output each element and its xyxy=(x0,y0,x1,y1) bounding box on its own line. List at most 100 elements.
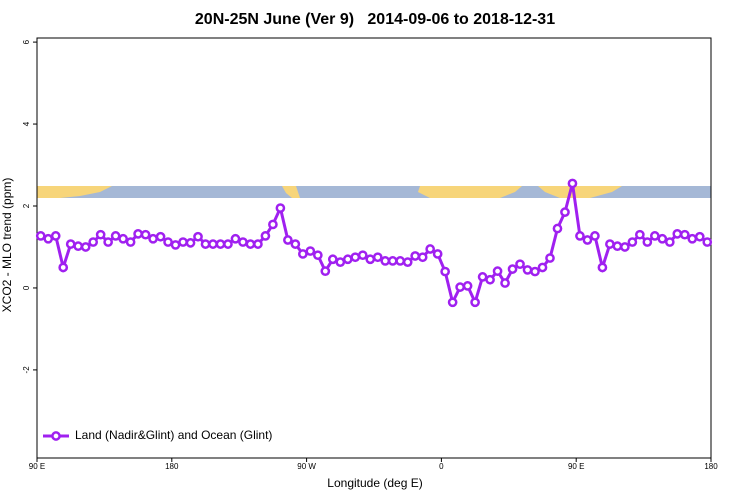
data-point xyxy=(178,237,188,247)
data-point xyxy=(672,229,683,239)
data-point xyxy=(365,254,376,265)
data-point xyxy=(455,282,465,292)
data-point xyxy=(410,251,421,261)
data-point xyxy=(110,231,121,241)
data-point xyxy=(530,266,540,277)
data-point xyxy=(305,246,316,256)
data-point xyxy=(372,252,383,263)
data-point xyxy=(155,231,166,242)
data-point xyxy=(200,239,211,249)
land-patch xyxy=(37,186,112,198)
data-point xyxy=(327,254,338,265)
data-point xyxy=(95,229,106,240)
data-point xyxy=(649,231,660,241)
data-point xyxy=(507,264,518,274)
data-point xyxy=(642,237,653,247)
data-point xyxy=(193,231,203,242)
data-point xyxy=(702,237,713,247)
x-tick-label: 180 xyxy=(165,462,179,471)
data-point xyxy=(35,231,46,241)
data-point xyxy=(80,242,91,252)
data-point xyxy=(500,278,510,288)
data-point xyxy=(43,233,54,244)
data-point xyxy=(268,219,278,230)
data-point xyxy=(425,244,436,254)
data-point xyxy=(312,250,323,261)
data-point xyxy=(560,207,570,217)
data-point xyxy=(417,252,428,263)
data-point xyxy=(694,231,705,242)
data-point xyxy=(380,256,391,266)
data-point xyxy=(223,239,233,249)
data-point xyxy=(245,239,256,249)
x-tick-label: 180 xyxy=(704,462,718,471)
x-tick-label: 90 E xyxy=(29,462,45,471)
data-point xyxy=(582,235,593,245)
data-point xyxy=(118,233,128,244)
data-point xyxy=(679,229,690,240)
data-point xyxy=(432,249,443,259)
data-point xyxy=(298,249,308,259)
data-point xyxy=(590,231,600,241)
data-point xyxy=(687,233,698,244)
y-tick-label: 6 xyxy=(22,39,31,44)
data-point xyxy=(185,238,196,248)
data-point xyxy=(552,223,563,234)
data-point xyxy=(283,235,293,245)
data-point xyxy=(597,262,608,273)
data-point xyxy=(335,257,346,267)
data-point xyxy=(395,256,406,266)
data-point xyxy=(485,274,495,285)
data-point xyxy=(635,229,645,240)
data-point xyxy=(522,265,533,275)
data-point xyxy=(447,297,458,308)
data-point xyxy=(657,233,668,244)
legend-label: Land (Nadir&Glint) and Ocean (Glint) xyxy=(75,428,272,442)
data-point xyxy=(402,257,413,267)
plot-frame xyxy=(36,37,712,459)
data-point xyxy=(140,229,151,240)
data-point xyxy=(275,203,286,213)
data-point xyxy=(567,178,578,189)
map-strip xyxy=(37,186,711,198)
land-patch xyxy=(282,186,300,198)
x-axis-label: Longitude (deg E) xyxy=(327,476,422,490)
data-point xyxy=(387,256,398,266)
data-point xyxy=(620,242,630,252)
legend-marker xyxy=(51,431,61,441)
data-point xyxy=(545,253,555,263)
data-point xyxy=(537,262,548,273)
data-point xyxy=(50,231,61,241)
data-point xyxy=(73,241,84,252)
data-point xyxy=(350,252,361,263)
data-point xyxy=(133,229,143,239)
data-point xyxy=(253,239,263,249)
data-point xyxy=(664,237,675,247)
data-point xyxy=(125,237,136,247)
data-point xyxy=(470,297,480,308)
x-tick-label: 90 E xyxy=(568,462,584,471)
data-point xyxy=(238,237,248,247)
data-point xyxy=(260,231,271,241)
data-point xyxy=(290,239,301,249)
data-point xyxy=(575,231,585,241)
data-point xyxy=(215,239,226,249)
y-tick-label: 4 xyxy=(22,121,31,126)
data-point xyxy=(477,272,488,282)
x-tick-label: 90 W xyxy=(297,462,316,471)
data-point xyxy=(163,237,173,247)
data-point xyxy=(170,240,181,250)
land-patch xyxy=(538,186,622,198)
data-point xyxy=(230,233,241,244)
data-point xyxy=(103,237,113,247)
data-point xyxy=(58,262,69,273)
y-tick-label: 2 xyxy=(22,203,31,208)
chart-title: 20N-25N June (Ver 9) 2014-09-06 to 2018-… xyxy=(195,11,555,28)
data-point xyxy=(320,266,331,277)
data-point xyxy=(492,266,503,277)
data-point xyxy=(515,259,525,270)
y-axis-label: XCO2 - MLO trend (ppm) xyxy=(0,178,14,313)
data-point xyxy=(612,241,623,252)
data-point xyxy=(342,254,353,265)
